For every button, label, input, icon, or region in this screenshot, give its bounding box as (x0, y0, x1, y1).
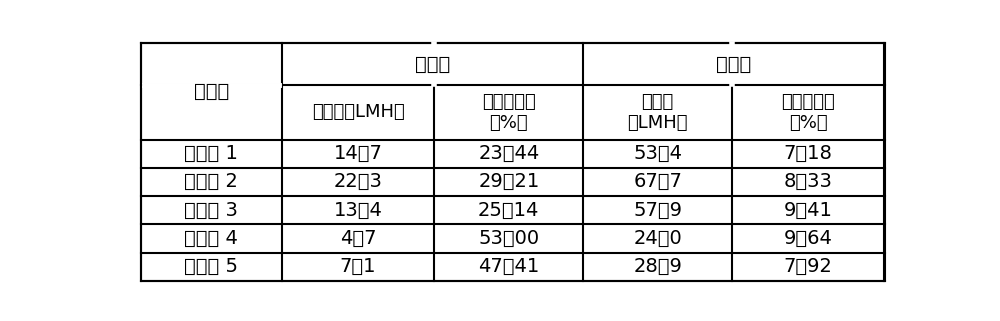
Text: 9．41: 9．41 (784, 201, 833, 220)
Text: 47．41: 47．41 (478, 257, 539, 276)
Text: 28．9: 28．9 (633, 257, 682, 276)
Text: 7．92: 7．92 (784, 257, 833, 276)
Text: 53．4: 53．4 (633, 144, 682, 163)
Text: 通量衰减率
（%）: 通量衰减率 （%） (482, 93, 536, 132)
Text: 7．18: 7．18 (784, 144, 833, 163)
Text: 22．3: 22．3 (334, 172, 383, 191)
Text: 8．33: 8．33 (784, 172, 833, 191)
Text: 实施例 2: 实施例 2 (184, 172, 238, 191)
Text: 实施例 5: 实施例 5 (184, 257, 238, 276)
Text: 25．14: 25．14 (478, 201, 539, 220)
Text: 实施例 3: 实施例 3 (184, 201, 238, 220)
Text: 通量衰减率
（%）: 通量衰减率 （%） (781, 93, 835, 132)
Text: 实施例: 实施例 (194, 82, 229, 101)
Text: 实施例 1: 实施例 1 (184, 144, 238, 163)
Text: 24．0: 24．0 (633, 229, 682, 248)
Text: 67．7: 67．7 (633, 172, 682, 191)
Text: 14．7: 14．7 (334, 144, 383, 163)
Text: 53．00: 53．00 (478, 229, 539, 248)
Text: 水通量
（LMH）: 水通量 （LMH） (627, 93, 688, 132)
Text: 29．21: 29．21 (478, 172, 539, 191)
Text: 7．1: 7．1 (340, 257, 376, 276)
Text: 57．9: 57．9 (633, 201, 682, 220)
Text: 13．4: 13．4 (334, 201, 383, 220)
Text: 23．44: 23．44 (478, 144, 539, 163)
Text: 4．7: 4．7 (340, 229, 376, 248)
Text: 9．64: 9．64 (784, 229, 833, 248)
Text: 对比膜: 对比膜 (415, 55, 450, 74)
Text: 水通量（LMH）: 水通量（LMH） (312, 103, 404, 121)
Text: 改性膜: 改性膜 (716, 55, 751, 74)
Text: 实施例 4: 实施例 4 (184, 229, 238, 248)
